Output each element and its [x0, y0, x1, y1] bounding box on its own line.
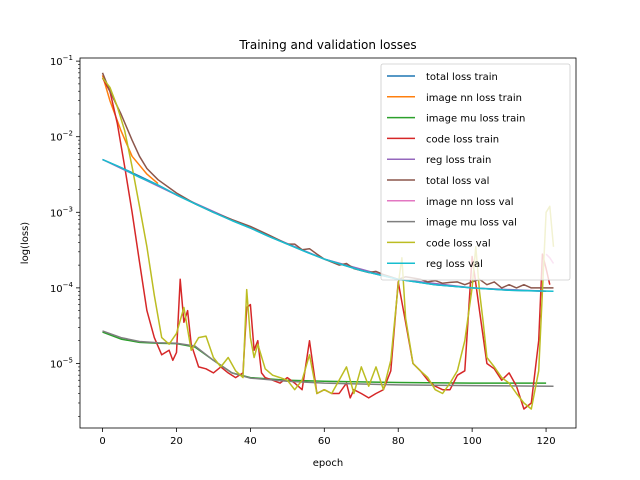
series-line-7 [102, 330, 554, 387]
series-line-3 [101, 77, 551, 410]
x-tick-label-1: 20 [170, 436, 183, 447]
legend-label-4: reg loss train [426, 155, 491, 166]
legend-label-3: code loss train [426, 134, 499, 145]
legend-label-6: image nn loss val [426, 197, 514, 208]
x-tick-label-4: 80 [392, 436, 405, 447]
y-tick-label-0: 10−1 [50, 54, 73, 68]
y-tick-label-3: 10−4 [50, 281, 74, 295]
y-tick-label-1: 10−2 [50, 130, 73, 144]
y-tick-label-2: 10−3 [50, 205, 73, 219]
axes-frame [79, 57, 577, 429]
y-axis: 10−1 10−2 10−3 10−4 10−5 [50, 54, 80, 417]
legend-label-7: image mu loss val [426, 218, 517, 229]
y-axis-label: log(loss) [20, 222, 31, 264]
legend-label-1: image nn loss train [426, 93, 522, 104]
x-axis: 0 20 40 60 80 100 120 [99, 428, 556, 447]
x-axis-label: epoch [313, 458, 343, 469]
legend-label-8: code loss val [426, 238, 491, 249]
legend-label-2: image mu loss train [426, 114, 525, 125]
x-tick-label-6: 120 [537, 436, 556, 447]
x-tick-label-0: 0 [99, 436, 105, 447]
x-tick-label-2: 40 [244, 436, 257, 447]
legend-label-5: total loss val [426, 176, 489, 187]
chart-title: Training and validation losses [238, 38, 416, 52]
plot-area [101, 72, 555, 410]
legend: total loss train image nn loss train image… [380, 63, 571, 281]
x-tick-label-5: 100 [463, 436, 482, 447]
series-line-8 [101, 77, 555, 410]
legend-label-9: reg loss val [426, 259, 483, 270]
series-line-9 [102, 158, 554, 293]
x-tick-label-3: 60 [318, 436, 331, 447]
legend-box [380, 63, 571, 281]
series-line-1 [101, 75, 159, 185]
y-tick-label-4: 10−5 [50, 356, 73, 370]
legend-label-0: total loss train [426, 72, 498, 83]
series-line-2 [102, 331, 547, 384]
